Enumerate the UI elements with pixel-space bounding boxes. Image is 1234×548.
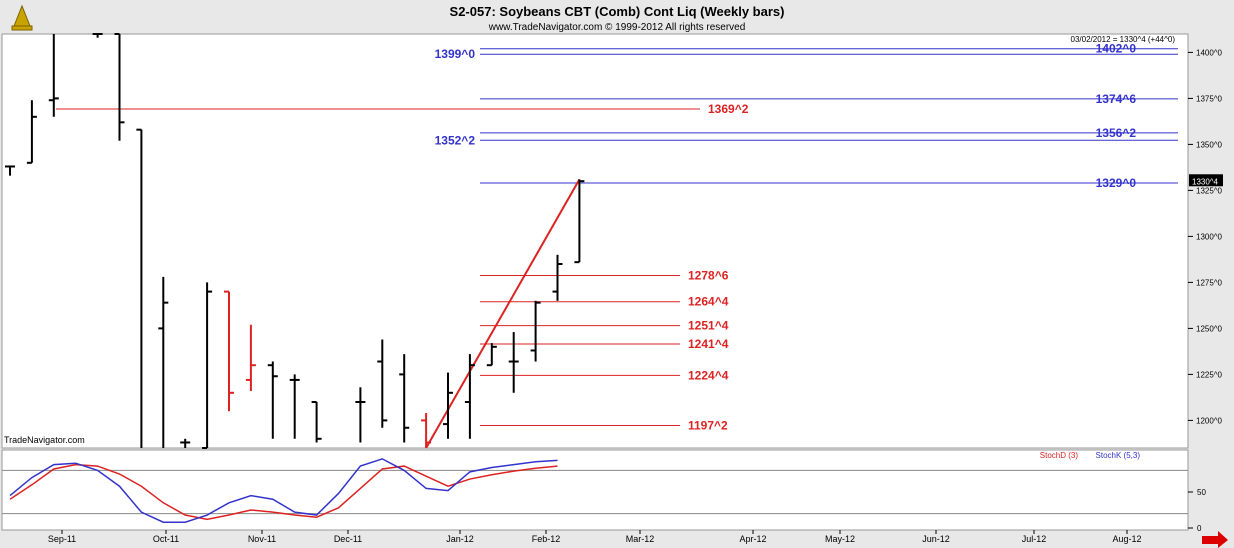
level-label: 1251^4 [688, 319, 729, 333]
legend-stochd: StochD (3) [1040, 451, 1079, 460]
y-tick-label: 1375^0 [1196, 94, 1223, 103]
watermark: TradeNavigator.com [4, 435, 85, 445]
y-tick-label: 1300^0 [1196, 232, 1223, 241]
stochastic-lines [2, 458, 1188, 523]
y-tick-label: 1275^0 [1196, 278, 1223, 287]
level-label: 1224^4 [688, 368, 729, 382]
legend-stochk: StochK (5,3) [1096, 451, 1141, 460]
x-tick-label: Mar-12 [626, 534, 655, 544]
y-tick-label: 1325^0 [1196, 186, 1223, 195]
trend-line [425, 178, 581, 449]
price-panel [1, 33, 1189, 449]
x-tick-label: Jan-12 [446, 534, 474, 544]
tradenavigator-logo-icon[interactable] [11, 4, 33, 31]
level-label: 1402^0 [1096, 42, 1137, 56]
y-tick-label: 1200^0 [1196, 416, 1223, 425]
level-label: 1399^0 [435, 47, 476, 61]
x-tick-label: Jul-12 [1022, 534, 1047, 544]
time-axis: Sep-11 Oct-11 Nov-11 Dec-11 Jan-12 Feb-12 Mar-… [48, 530, 1142, 544]
level-label: 1241^4 [688, 337, 729, 351]
x-tick-label: Apr-12 [739, 534, 766, 544]
level-label: 1264^4 [688, 295, 729, 309]
level-label: 1369^2 [708, 102, 749, 116]
y-tick-label: 1250^0 [1196, 324, 1223, 333]
level-label: 1197^2 [688, 418, 728, 432]
stoch-y-tick-label: 0 [1197, 524, 1202, 533]
copyright-text: www.TradeNavigator.com © 1999-2012 All r… [488, 22, 746, 33]
price-levels: 1402^0 1399^0 1374^6 1369^2 1356^2 1352^2 1329… [56, 42, 1178, 449]
level-label: 1356^2 [1096, 126, 1137, 140]
x-tick-label: Jun-12 [922, 534, 950, 544]
x-tick-label: Dec-11 [334, 534, 362, 544]
y-tick-label: 1400^0 [1196, 48, 1223, 57]
level-label: 1329^0 [1096, 176, 1137, 190]
y-tick-label: 1225^0 [1196, 370, 1223, 379]
x-tick-label: Aug-12 [1112, 534, 1141, 544]
level-label: 1278^6 [688, 269, 729, 283]
chart-title: S2-057: Soybeans CBT (Comb) Cont Liq (We… [450, 4, 785, 19]
status-readout: 03/02/2012 = 1330^4 (+44^0) [1071, 35, 1176, 44]
stochastic-axis: 50 0 [1188, 488, 1206, 533]
price-axis: 1400^0 1375^0 1350^0 1325^0 1300^0 1275^0 1250… [1188, 48, 1223, 425]
x-tick-label: Feb-12 [532, 534, 561, 544]
level-label: 1374^6 [1096, 92, 1137, 106]
level-label: 1352^2 [435, 133, 476, 147]
x-tick-label: Nov-11 [248, 534, 276, 544]
stoch-series-line [9, 458, 558, 523]
scroll-right-arrow-icon[interactable] [1202, 531, 1228, 548]
last-price-label: 1330^4 [1192, 177, 1219, 186]
x-tick-label: Sep-11 [48, 534, 76, 544]
y-tick-label: 1350^0 [1196, 140, 1223, 149]
stoch-y-tick-label: 50 [1197, 488, 1206, 497]
stoch-series-line [9, 463, 558, 521]
stochastic-panel [1, 449, 1189, 531]
x-tick-label: Oct-11 [153, 534, 179, 544]
last-price-box [1189, 174, 1223, 187]
x-tick-label: May-12 [825, 534, 855, 544]
